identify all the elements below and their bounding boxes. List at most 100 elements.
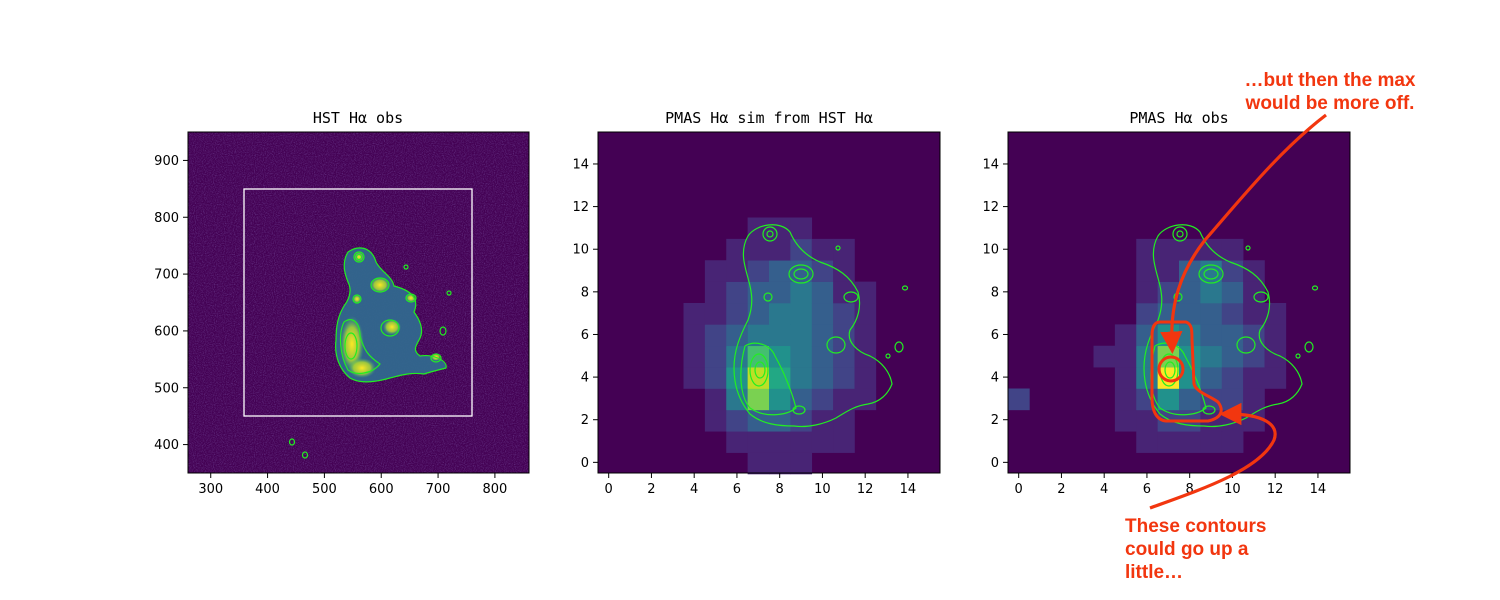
pixel-cell	[833, 431, 855, 453]
y-tick-label: 10	[572, 243, 589, 258]
pixel-cell	[1157, 431, 1180, 453]
pixel-cell	[854, 324, 877, 347]
axis-ticks: 0 2 4 6 8 10 12 14 0 2 4 6 8 10 12 14	[982, 157, 1326, 497]
pixel-cell	[1136, 260, 1158, 282]
pixel-cell	[683, 324, 706, 347]
pixel-cell	[1179, 281, 1201, 304]
pixel-cell	[1114, 409, 1137, 432]
pixel-cell	[1243, 345, 1265, 368]
pixel-cell	[811, 367, 834, 389]
annotation-layer: …but then the max would be more off. The…	[1125, 70, 1416, 583]
pixel-cell	[1243, 260, 1265, 282]
pixel-cell	[726, 367, 748, 389]
pixel-cell	[747, 431, 770, 453]
panel-title: PMAS Hα sim from HST Hα	[665, 109, 873, 127]
pixel-cell	[1136, 281, 1158, 304]
pixel-cell	[790, 367, 813, 389]
pixel-cell	[1221, 367, 1244, 389]
pixel-cell	[747, 452, 770, 475]
y-tick-label: 0	[581, 456, 589, 471]
pixel-cell	[1179, 431, 1201, 453]
pixel-cell	[747, 409, 770, 432]
pixel-cell	[704, 367, 727, 389]
pixel-cell	[704, 281, 727, 304]
pixel-cell	[1221, 345, 1244, 368]
x-tick-label: 300	[198, 482, 223, 497]
pixel-cell	[1200, 281, 1223, 304]
pixel-cell	[1179, 324, 1201, 347]
pixel-cell	[1179, 388, 1201, 411]
arrow-to-contours	[1149, 402, 1277, 510]
emission-region	[335, 247, 447, 382]
pixel-cell	[1243, 281, 1265, 304]
pixel-cell	[1136, 367, 1158, 389]
pixel-cell	[790, 281, 813, 304]
contours	[288, 247, 452, 459]
x-tick-label: 14	[900, 482, 917, 497]
y-tick-label: 6	[581, 328, 589, 343]
bottom-note-line-2: could go up a	[1125, 539, 1249, 560]
x-tick-label: 0	[605, 482, 613, 497]
pixel-cell	[790, 452, 813, 475]
axes-frame	[187, 131, 530, 474]
x-tick-label: 8	[1186, 482, 1194, 497]
y-tick-label: 800	[154, 211, 179, 226]
pixel-grid	[1008, 238, 1287, 453]
pixel-cell	[1221, 324, 1244, 347]
top-note-line-2: would be more off.	[1245, 93, 1415, 114]
x-tick-label: 12	[857, 482, 874, 497]
pixel-cell	[1114, 367, 1137, 389]
pixel-cell	[704, 324, 727, 347]
y-tick-label: 600	[154, 324, 179, 339]
y-tick-label: 14	[572, 157, 589, 172]
pixel-cell	[790, 217, 813, 240]
panel-pmas-obs: PMAS Hα obs 0 2 4 6 8 10 12 14 0 2 4 6 8 10 12 14	[982, 109, 1351, 497]
pixel-cell	[704, 409, 727, 432]
pixel-cell	[811, 238, 834, 261]
pixel-cell	[704, 260, 727, 282]
pixel-cell	[726, 409, 748, 432]
pixel-cell	[704, 388, 727, 411]
pixel-cell	[790, 324, 813, 347]
pixel-cell	[769, 324, 791, 347]
pixel-cell	[1200, 303, 1223, 325]
pixel-cell	[747, 345, 770, 368]
pixel-cell	[769, 260, 791, 282]
y-tick-label: 12	[572, 200, 589, 215]
y-tick-label: 0	[991, 456, 999, 471]
y-tick-label: 12	[982, 200, 999, 215]
y-tick-label: 400	[154, 438, 179, 453]
pixel-cell	[1221, 388, 1244, 411]
axes-frame	[1007, 131, 1351, 474]
x-tick-label: 0	[1015, 482, 1023, 497]
y-tick-label: 8	[991, 285, 999, 300]
pixel-cell	[1114, 345, 1137, 368]
pixel-cell	[833, 281, 855, 304]
pixel-cell	[1179, 303, 1201, 325]
y-tick-label: 4	[581, 371, 589, 386]
pixel-cell	[1200, 345, 1223, 368]
pixel-cell	[1221, 303, 1244, 325]
axis-ticks: 0 2 4 6 8 10 12 14 0 2 4 6 8 10 12 14	[572, 157, 916, 497]
pixel-cell	[726, 238, 748, 261]
pixel-cell	[1221, 238, 1244, 261]
pixel-cell	[769, 367, 791, 389]
pixel-cell	[1179, 345, 1201, 368]
pixel-cell	[747, 388, 770, 411]
pixel-cell	[1114, 324, 1137, 347]
pixel-cell	[1114, 388, 1137, 411]
pixel-cell	[790, 388, 813, 411]
x-tick-label: 2	[647, 482, 655, 497]
pixel-cell	[811, 345, 834, 368]
pixel-cell	[790, 303, 813, 325]
pixel-cell	[811, 324, 834, 347]
x-tick-label: 400	[255, 482, 280, 497]
pixel-cell	[833, 367, 855, 389]
pixel-cell	[811, 281, 834, 304]
pixel-cell	[1264, 303, 1287, 325]
y-tick-label: 10	[982, 243, 999, 258]
axis-ticks: 300 400 500 600 700 800 400 500 600 700 800 900	[154, 154, 507, 497]
pixel-cell	[1093, 345, 1116, 368]
pixel-cell	[1157, 260, 1180, 282]
